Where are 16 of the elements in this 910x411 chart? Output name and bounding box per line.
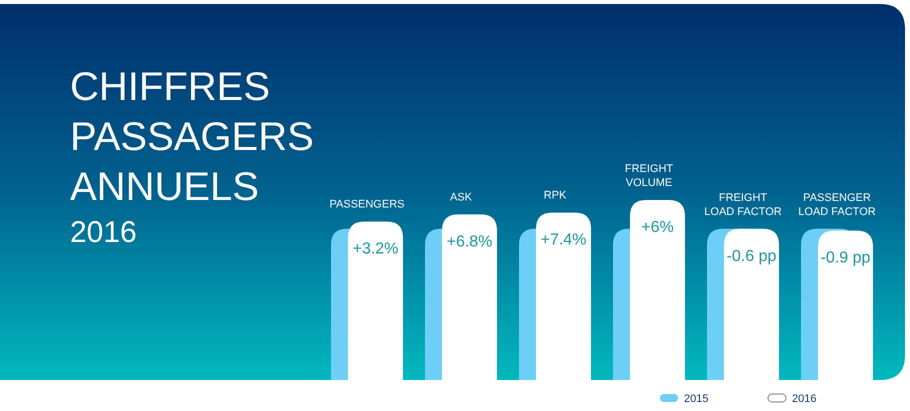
text: 2016 [70,216,137,249]
x-tick-label: PASSENGER LOAD FACTOR [798,192,876,218]
x-tick-label: RPK [544,190,567,202]
legend-label: 2015 [684,393,708,405]
annotation: -0.6 pp [726,248,777,265]
annotation: +6.8% [446,233,492,250]
annotation: +3.2% [352,240,398,258]
x-tick-label: FREIGHT LOAD FACTOR [704,192,782,218]
x-tick-label: PASSENGERS [330,198,404,211]
annotation: +7.4% [540,232,586,249]
x-tick-label: FREIGHT VOLUME [624,163,674,189]
annotation: -0.9 pp [820,250,871,267]
annotation: +6% [641,219,674,236]
series-label: 2016 [792,393,816,405]
x-tick-label: ASK [450,191,473,204]
chart-title: CHIFFRES PASSAGERS ANNUELS [70,65,314,209]
